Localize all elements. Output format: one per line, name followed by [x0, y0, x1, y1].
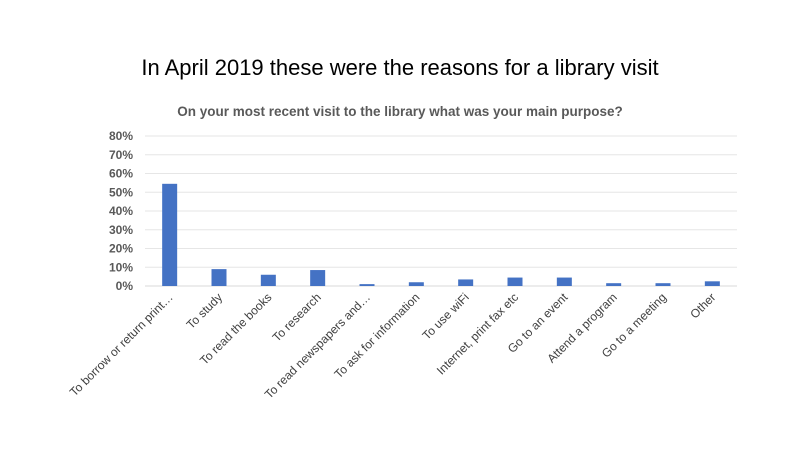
bars [162, 183, 720, 286]
bar [310, 270, 326, 286]
bar [162, 183, 178, 286]
y-tick-label: 20% [109, 242, 133, 256]
y-tick-label: 10% [109, 260, 133, 274]
bar [606, 283, 622, 286]
y-tick-label: 80% [109, 129, 133, 143]
x-category-label: Internet, print fax etc [434, 290, 521, 377]
y-tick-label: 50% [109, 185, 133, 199]
bar [507, 277, 523, 286]
bar [211, 269, 227, 286]
y-tick-label: 40% [109, 204, 133, 218]
x-category-label: Other [687, 290, 718, 321]
bar [556, 277, 572, 286]
bar [359, 284, 375, 286]
y-tick-label: 60% [109, 167, 133, 181]
slide-title: In April 2019 these were the reasons for… [141, 55, 659, 80]
bar [704, 281, 720, 286]
bar [655, 283, 671, 286]
y-axis-ticks: 0% 10% 20% 30% 40% 50% 60% 70% 80% [109, 129, 133, 293]
x-category-label: To borrow or return print… [67, 290, 176, 399]
chart-title: On your most recent visit to the library… [177, 104, 623, 119]
y-tick-label: 0% [116, 279, 134, 293]
bar [458, 279, 474, 286]
x-category-label: To use wiFi [419, 290, 471, 342]
y-tick-label: 30% [109, 223, 133, 237]
bar [408, 282, 424, 286]
x-category-label: To ask for information [331, 290, 422, 381]
x-category-label: To research [270, 290, 324, 344]
x-category-label: To study [184, 290, 226, 332]
gridlines [145, 135, 737, 268]
bar [260, 274, 276, 286]
y-tick-label: 70% [109, 148, 133, 162]
